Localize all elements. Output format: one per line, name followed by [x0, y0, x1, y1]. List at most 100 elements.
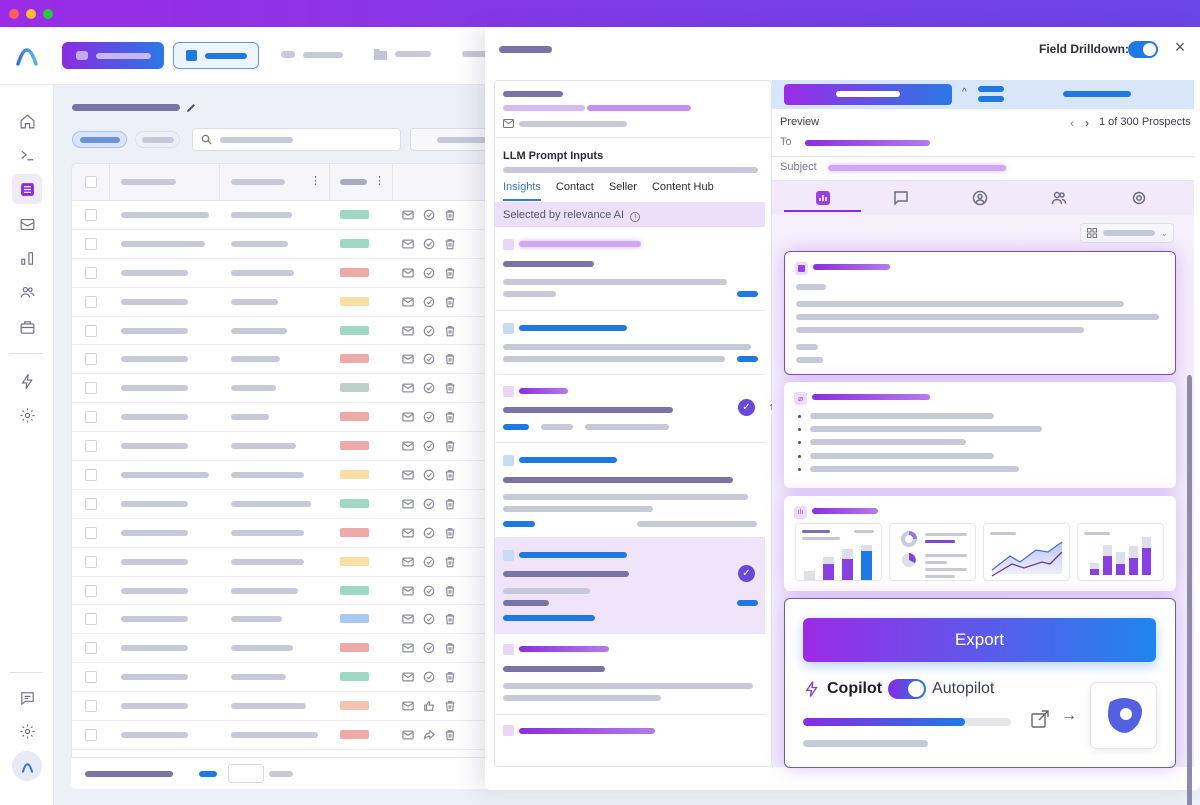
- column-header-2[interactable]: [231, 179, 285, 185]
- table-row[interactable]: [72, 605, 490, 635]
- row-checkbox[interactable]: [85, 469, 97, 482]
- sidebar-item-home[interactable]: [12, 106, 42, 136]
- trash-icon[interactable]: [444, 527, 456, 539]
- selected-check-icon[interactable]: ✓: [738, 399, 755, 416]
- column-header-1[interactable]: [121, 179, 176, 185]
- table-row[interactable]: [72, 374, 490, 404]
- field-drilldown-toggle[interactable]: [1128, 41, 1158, 58]
- close-window-button[interactable]: [9, 9, 19, 19]
- insight-card[interactable]: [495, 227, 765, 311]
- trash-icon[interactable]: [444, 498, 456, 510]
- view-selector[interactable]: ⌄: [1080, 223, 1174, 243]
- mail-icon[interactable]: [402, 209, 414, 221]
- nav-tab-1[interactable]: [281, 51, 343, 58]
- trash-icon[interactable]: [444, 411, 456, 423]
- insight-card[interactable]: [495, 311, 765, 375]
- table-row[interactable]: [72, 288, 490, 317]
- trash-icon[interactable]: [444, 296, 456, 308]
- column-menu-icon[interactable]: ⋮: [374, 175, 385, 187]
- mail-icon[interactable]: [402, 353, 414, 365]
- check-circle-icon[interactable]: [423, 209, 435, 221]
- mail-icon[interactable]: [402, 729, 414, 741]
- row-checkbox[interactable]: [85, 584, 97, 597]
- page-number-input[interactable]: [228, 764, 264, 783]
- mail-icon[interactable]: [402, 642, 414, 654]
- trash-icon[interactable]: [444, 440, 456, 452]
- selected-check-icon[interactable]: ✓: [738, 565, 755, 582]
- table-row[interactable]: [72, 403, 490, 433]
- check-circle-icon[interactable]: [423, 671, 435, 683]
- mail-icon[interactable]: [402, 440, 414, 452]
- mail-icon[interactable]: [402, 267, 414, 279]
- export-button[interactable]: Export: [803, 618, 1156, 662]
- row-checkbox[interactable]: [85, 295, 97, 308]
- check-circle-icon[interactable]: [423, 498, 435, 510]
- check-circle-icon[interactable]: [423, 411, 435, 423]
- secondary-action-button[interactable]: [173, 42, 259, 69]
- mail-icon[interactable]: [402, 469, 414, 481]
- sidebar-item-settings[interactable]: [12, 400, 42, 430]
- sidebar-item-analytics[interactable]: [12, 243, 42, 273]
- mail-icon[interactable]: [402, 700, 414, 712]
- nav-tab-2[interactable]: [374, 48, 431, 60]
- row-checkbox[interactable]: [85, 266, 97, 279]
- row-checkbox[interactable]: [85, 411, 97, 424]
- row-checkbox[interactable]: [85, 613, 97, 626]
- dropdown-filter[interactable]: [410, 128, 490, 151]
- mail-icon[interactable]: [402, 498, 414, 510]
- tab-settings[interactable]: [1131, 190, 1147, 206]
- outreach-destination[interactable]: [1090, 682, 1157, 749]
- next-prospect-button[interactable]: ›: [1085, 116, 1089, 130]
- insight-card[interactable]: ✓: [495, 375, 765, 443]
- trash-icon[interactable]: [444, 729, 456, 741]
- insight-card[interactable]: [495, 634, 765, 715]
- bullets-block[interactable]: ⌀: [784, 382, 1176, 488]
- trash-icon[interactable]: [444, 556, 456, 568]
- insight-card-selected[interactable]: ✓: [495, 538, 765, 634]
- table-row[interactable]: [72, 432, 490, 462]
- trash-icon[interactable]: [444, 325, 456, 337]
- tab-analytics[interactable]: [815, 190, 831, 206]
- row-checkbox[interactable]: [85, 671, 97, 684]
- sidebar-item-automations[interactable]: [12, 366, 42, 396]
- toolbar-link[interactable]: [1063, 91, 1131, 97]
- forward-icon[interactable]: [423, 729, 435, 741]
- filter-chip-active[interactable]: [72, 131, 127, 148]
- table-row[interactable]: [72, 345, 490, 375]
- chart-thumbnail-pie[interactable]: [889, 523, 976, 581]
- table-row[interactable]: [72, 663, 490, 693]
- sidebar-item-terminal[interactable]: [12, 140, 42, 170]
- charts-block[interactable]: ılı: [784, 496, 1176, 591]
- row-checkbox[interactable]: [85, 237, 97, 250]
- row-checkbox[interactable]: [85, 642, 97, 655]
- mail-icon[interactable]: [402, 411, 414, 423]
- chart-thumbnail-area[interactable]: [983, 523, 1070, 581]
- check-circle-icon[interactable]: [423, 613, 435, 625]
- mail-icon[interactable]: [402, 325, 414, 337]
- table-row[interactable]: [72, 548, 490, 577]
- row-checkbox[interactable]: [85, 382, 97, 395]
- arc-logo-icon[interactable]: [14, 42, 40, 68]
- chart-thumbnail-stacked-bar[interactable]: [1077, 523, 1164, 581]
- minimize-window-button[interactable]: [26, 9, 36, 19]
- tab-team[interactable]: [1051, 190, 1067, 206]
- table-row[interactable]: [72, 230, 490, 259]
- pagination-link[interactable]: [199, 771, 217, 777]
- prev-prospect-button[interactable]: ‹: [1070, 116, 1074, 130]
- table-row[interactable]: [72, 634, 490, 664]
- sidebar-item-list[interactable]: [12, 174, 42, 204]
- sidebar-item-briefcase[interactable]: [12, 312, 42, 342]
- row-checkbox[interactable]: [85, 526, 97, 539]
- row-checkbox[interactable]: [85, 324, 97, 337]
- mail-icon[interactable]: [402, 382, 414, 394]
- mail-icon[interactable]: [402, 296, 414, 308]
- row-checkbox[interactable]: [85, 497, 97, 510]
- chevron-up-icon[interactable]: ^: [962, 87, 967, 98]
- check-circle-icon[interactable]: [423, 325, 435, 337]
- row-checkbox[interactable]: [85, 729, 97, 742]
- generate-button[interactable]: [784, 84, 952, 105]
- table-row[interactable]: [72, 577, 490, 606]
- filter-chip[interactable]: [135, 131, 180, 148]
- maximize-window-button[interactable]: [43, 9, 53, 19]
- trash-icon[interactable]: [444, 238, 456, 250]
